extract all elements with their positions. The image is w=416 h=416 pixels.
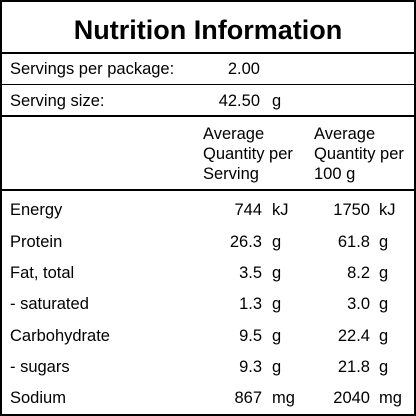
servings-divider xyxy=(2,84,414,85)
nutrient-per100-unit: g xyxy=(379,295,389,313)
nutrient-serving-value: 744 xyxy=(234,201,262,219)
nutrient-per100-value: 1750 xyxy=(333,201,370,219)
nutrient-serving-value: 1.3 xyxy=(239,295,262,313)
nutrient-name: Fat, total xyxy=(10,264,75,282)
nutrient-per100-unit: g xyxy=(379,233,389,251)
nutrient-per100-unit: mg xyxy=(379,389,402,407)
nutrient-per100-value: 3.0 xyxy=(347,295,370,313)
nutrient-serving-value: 9.5 xyxy=(239,327,262,345)
nutrient-name: Carbohydrate xyxy=(10,327,110,345)
nutrient-serving-unit: mg xyxy=(272,389,295,407)
nutrient-serving-value: 9.3 xyxy=(239,358,262,376)
nutrient-name: - saturated xyxy=(10,295,89,313)
serving-size-unit: g xyxy=(272,92,282,110)
nutrient-per100-unit: g xyxy=(379,327,389,345)
nutrient-per100-unit: g xyxy=(379,358,389,376)
header-per-100g-line: Quantity per xyxy=(314,145,404,163)
nutrient-serving-value: 867 xyxy=(234,389,262,407)
header-bottom-divider xyxy=(2,189,414,191)
nutrient-per100-unit: kJ xyxy=(379,201,396,219)
nutrient-name: - sugars xyxy=(10,358,70,376)
header-per-serving-line: Quantity per xyxy=(203,145,293,163)
nutrient-per100-value: 22.4 xyxy=(337,327,370,345)
header-per-100g-line: Average xyxy=(314,125,376,143)
nutrient-serving-unit: g xyxy=(272,233,282,251)
nutrient-serving-unit: g xyxy=(272,358,282,376)
serving-size-value: 42.50 xyxy=(218,92,260,110)
header-per-serving: Average Quantity per Serving xyxy=(203,124,293,184)
nutrient-per100-value: 2040 xyxy=(333,389,370,407)
header-top-divider xyxy=(2,115,414,117)
header-per-serving-line: Serving xyxy=(203,165,259,183)
header-per-serving-line: Average xyxy=(203,125,265,143)
nutrient-serving-value: 26.3 xyxy=(229,233,262,251)
nutrient-serving-value: 3.5 xyxy=(239,264,262,282)
nutrient-name: Protein xyxy=(10,233,63,251)
nutrient-per100-value: 21.8 xyxy=(337,358,370,376)
nutrient-name: Energy xyxy=(10,201,63,219)
header-per-100g: Average Quantity per 100 g xyxy=(314,124,404,184)
title-divider xyxy=(2,52,414,54)
nutrient-serving-unit: g xyxy=(272,264,282,282)
nutrient-serving-unit: g xyxy=(272,295,282,313)
serving-size-label: Serving size: xyxy=(10,92,105,110)
nutrient-per100-unit: g xyxy=(379,264,389,282)
nutrient-per100-value: 8.2 xyxy=(347,264,370,282)
nutrient-name: Sodium xyxy=(10,389,66,407)
nutrient-serving-unit: g xyxy=(272,327,282,345)
nutrient-serving-unit: kJ xyxy=(272,201,289,219)
panel-title: Nutrition Information xyxy=(73,15,343,45)
header-per-100g-line: 100 g xyxy=(314,165,356,183)
nutrient-per100-value: 61.8 xyxy=(337,233,370,251)
servings-value: 2.00 xyxy=(227,60,260,78)
servings-label: Servings per package: xyxy=(10,60,175,78)
